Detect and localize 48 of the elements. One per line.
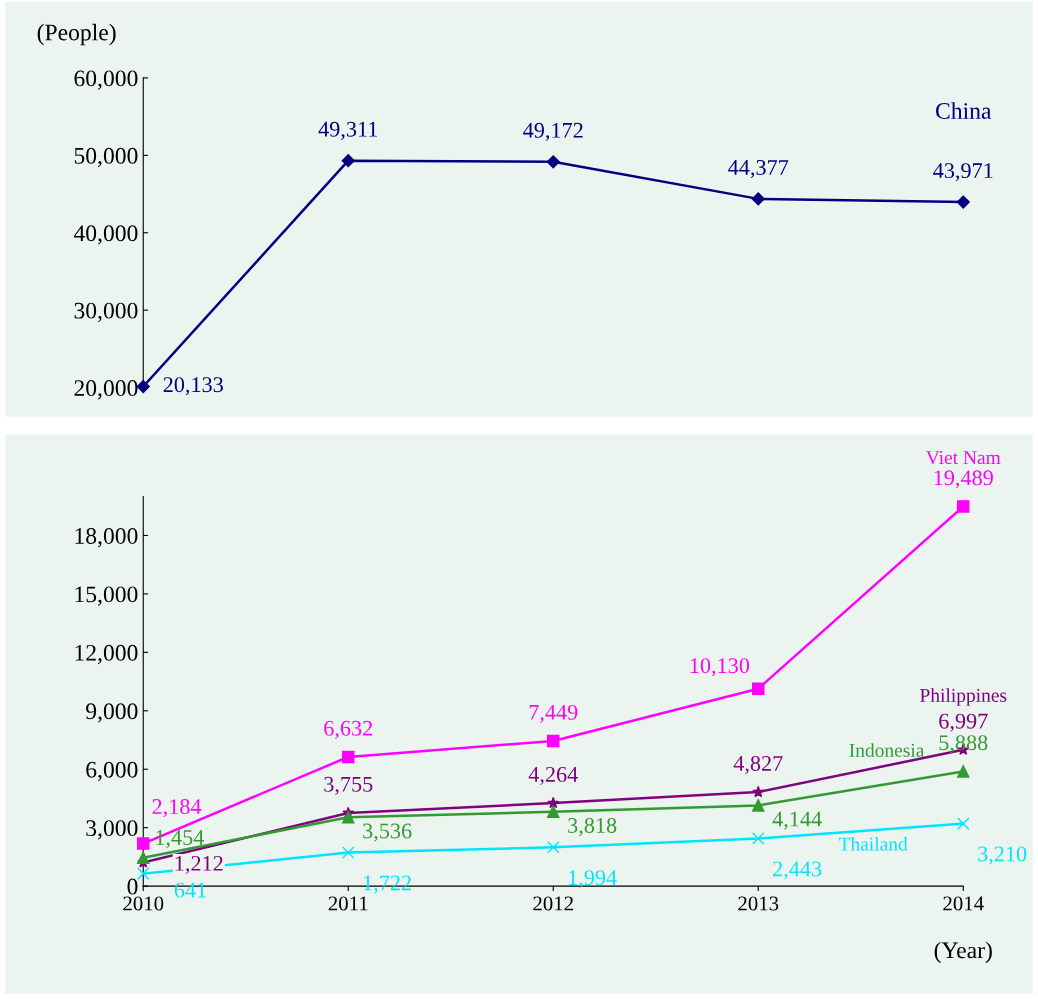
series-label: Thailand (838, 836, 908, 851)
data-label: 3,210 (978, 846, 1027, 865)
x-axis-title: (Year) (934, 941, 992, 964)
data-label: 49,311 (318, 121, 378, 140)
data-label: 19,489 (934, 470, 993, 489)
data-label: 5,888 (939, 735, 988, 754)
data-label: 1,994 (569, 870, 617, 889)
text: China (936, 102, 992, 119)
text: Philippines (920, 688, 1007, 706)
y-tick-label: 9,000 (86, 703, 138, 723)
data-label: 43,971 (933, 163, 993, 182)
y-tick-label: 18,000 (75, 527, 138, 548)
x-tick-label: 2012 (533, 896, 573, 911)
data-label: 3,818 (568, 817, 617, 837)
y-tick-label: 6,000 (86, 761, 138, 782)
data-label: 4,827 (733, 755, 783, 775)
y-tick-label: 20,000 (74, 380, 138, 400)
y-tick-label: 0 (127, 878, 138, 895)
x-tick-label: 2010 (123, 896, 164, 911)
y-tick-label: 30,000 (74, 302, 138, 323)
y-axis-title: (People) (37, 23, 116, 46)
data-label: 2,443 (773, 861, 822, 880)
y-tick-label: 50,000 (74, 147, 138, 168)
x-tick-label: 2013 (738, 896, 779, 911)
data-label: 1,454 (156, 830, 205, 849)
y-tick-label: 12,000 (75, 644, 138, 665)
x-tick-label: 2011 (328, 896, 368, 911)
data-label: 641 (174, 882, 206, 898)
x-tick-label: 2014 (943, 896, 984, 911)
data-label: 4,144 (772, 811, 822, 830)
data-label: 7,449 (529, 704, 578, 724)
y-tick-label: 60,000 (74, 70, 138, 90)
data-label: 20,133 (163, 377, 223, 396)
data-label: 3,755 (324, 776, 373, 795)
data-label: 44,377 (728, 159, 789, 179)
data-label: 2,184 (152, 799, 202, 818)
series-label: Indonesia (849, 743, 925, 757)
data-label: 1,212 (175, 855, 223, 875)
data-label: 6,632 (324, 720, 373, 739)
data-label: 3,536 (363, 823, 412, 842)
y-tick-label: 15,000 (75, 586, 138, 606)
y-tick-label: 40,000 (73, 225, 138, 245)
data-label: 6,997 (939, 713, 988, 732)
data-label: 4,264 (528, 766, 578, 786)
data-label: 10,130 (690, 658, 750, 677)
y-tick-label: 3,000 (86, 820, 138, 840)
data-label: 49,172 (523, 122, 583, 141)
text: Viet Nam (926, 451, 1001, 465)
